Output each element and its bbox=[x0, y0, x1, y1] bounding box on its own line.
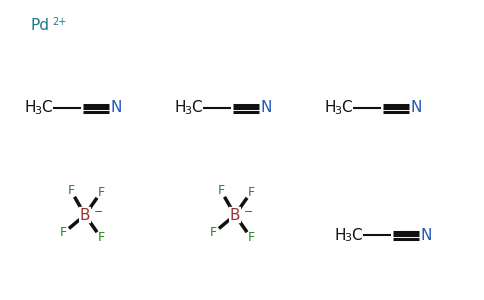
Text: F: F bbox=[67, 184, 75, 197]
Text: F: F bbox=[60, 226, 67, 239]
Text: B: B bbox=[80, 208, 90, 223]
Text: C: C bbox=[191, 100, 202, 116]
Text: H: H bbox=[25, 100, 36, 116]
Text: F: F bbox=[217, 184, 225, 197]
Text: N: N bbox=[261, 100, 272, 116]
Text: 3: 3 bbox=[334, 106, 341, 116]
Text: −: − bbox=[244, 207, 254, 217]
Text: 2+: 2+ bbox=[52, 17, 66, 27]
Text: F: F bbox=[210, 226, 217, 239]
Text: H: H bbox=[175, 100, 186, 116]
Text: H: H bbox=[325, 100, 336, 116]
Text: H: H bbox=[335, 227, 347, 242]
Text: N: N bbox=[411, 100, 423, 116]
Text: N: N bbox=[111, 100, 122, 116]
Text: C: C bbox=[351, 227, 362, 242]
Text: F: F bbox=[247, 231, 255, 244]
Text: 3: 3 bbox=[184, 106, 191, 116]
Text: Pd: Pd bbox=[30, 18, 49, 33]
Text: 3: 3 bbox=[34, 106, 41, 116]
Text: F: F bbox=[247, 186, 255, 199]
Text: B: B bbox=[230, 208, 240, 223]
Text: C: C bbox=[341, 100, 351, 116]
Text: 3: 3 bbox=[344, 233, 351, 243]
Text: −: − bbox=[94, 207, 104, 217]
Text: N: N bbox=[421, 227, 432, 242]
Text: F: F bbox=[97, 231, 105, 244]
Text: F: F bbox=[97, 186, 105, 199]
Text: C: C bbox=[41, 100, 52, 116]
